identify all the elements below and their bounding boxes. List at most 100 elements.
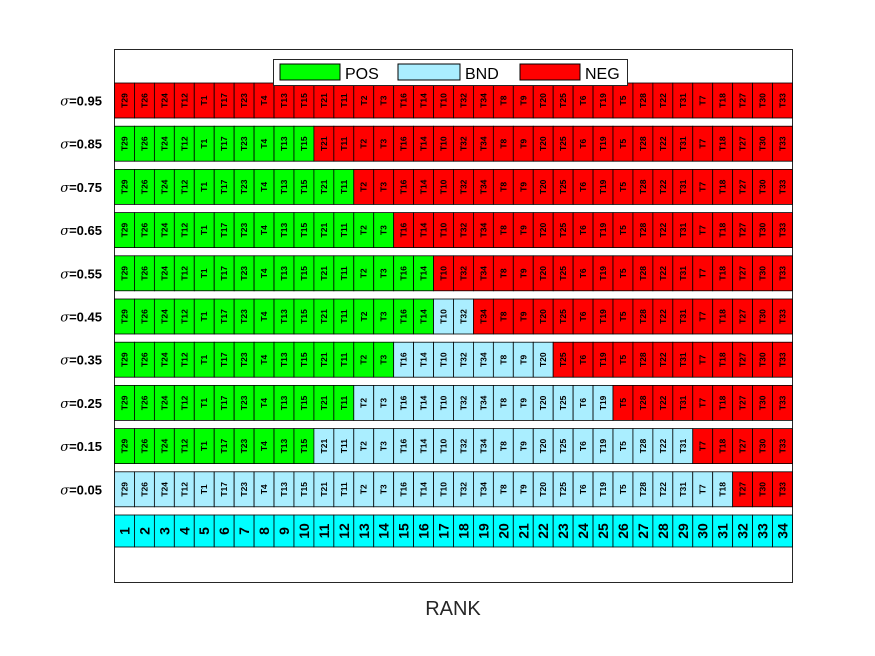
cell-label: T5 (618, 182, 628, 192)
cell-label: T26 (139, 266, 149, 281)
cell-label: T32 (458, 439, 468, 454)
rank-label: 8 (256, 527, 272, 535)
sigma-row: T29 T26 T24 T12 T1 T17 T23 T4 T13 T15 T21 T11 T2 T3 T1… (114, 341, 793, 378)
cell-label: T17 (219, 482, 229, 497)
cell-label: T34 (478, 266, 488, 281)
cell-label: T31 (678, 395, 688, 410)
sigma-row: T29 T26 T24 T12 T1 T17 T23 T4 T13 T15 T21 T11 T2 T3 T1… (114, 168, 793, 205)
cell-label: T32 (458, 482, 468, 497)
rank-label: 30 (695, 523, 711, 539)
cell-label: T15 (299, 179, 309, 194)
cell-label: T24 (159, 136, 169, 151)
rank-label: 1 (116, 527, 132, 535)
cell-label: T20 (538, 395, 548, 410)
cell-label: T10 (439, 482, 449, 497)
cell-label: T20 (538, 482, 548, 497)
cell-label: T16 (399, 352, 409, 367)
sigma-symbol: σ (60, 483, 70, 498)
cell-label: T2 (359, 311, 369, 321)
cell-label: T28 (638, 93, 648, 108)
grid-layer: T29 T26 T24 T12 T1 T17 T23 T4 T13 T15 T21 T11 T2 T3 T1… (114, 82, 793, 508)
cell-label: T30 (758, 266, 768, 281)
sigma-row: T29 T26 T24 T12 T1 T17 T23 T4 T13 T15 T21 T11 T2 T3 T1… (114, 384, 793, 421)
cell-label: T3 (379, 225, 389, 235)
sigma-row: T29 T26 T24 T12 T1 T17 T23 T4 T13 T15 T21 T11 T2 T3 T1… (114, 212, 793, 249)
cell-label: T28 (638, 482, 648, 497)
cell-label: T24 (159, 352, 169, 367)
cell-label: T17 (219, 223, 229, 238)
rank-label: 12 (336, 523, 352, 539)
cell-label: T34 (478, 223, 488, 238)
rank-label: 33 (755, 523, 771, 539)
cell-label: T8 (498, 95, 508, 105)
cell-label: T17 (219, 395, 229, 410)
cell-label: T20 (538, 266, 548, 281)
sigma-symbol: σ (60, 138, 70, 153)
cell-label: T30 (758, 439, 768, 454)
rank-label: 32 (735, 523, 751, 539)
cell-label: T14 (419, 266, 429, 281)
cell-label: T22 (658, 93, 668, 108)
cell-label: T12 (179, 179, 189, 194)
cell-label: T5 (618, 138, 628, 148)
cell-label: T16 (399, 395, 409, 410)
cell-label: T14 (419, 439, 429, 454)
rank-label: 17 (436, 523, 452, 539)
cell-label: T25 (558, 395, 568, 410)
cell-label: T33 (777, 266, 787, 281)
cell-label: T34 (478, 179, 488, 194)
cell-label: T31 (678, 136, 688, 151)
cell-label: T4 (259, 354, 269, 364)
cell-label: T22 (658, 266, 668, 281)
cell-label: T19 (598, 395, 608, 410)
cell-label: T30 (758, 179, 768, 194)
cell-label: T30 (758, 223, 768, 238)
cell-neg (772, 341, 793, 378)
cell-label: T19 (598, 136, 608, 151)
cell-label: T7 (698, 398, 708, 408)
cell-label: T22 (658, 395, 668, 410)
cell-label: T32 (458, 352, 468, 367)
cell-label: T19 (598, 439, 608, 454)
cell-label: T29 (119, 439, 129, 454)
rank-label: 4 (176, 527, 192, 535)
cell-neg (772, 471, 793, 508)
cell-label: T29 (119, 136, 129, 151)
cell-label: T32 (458, 179, 468, 194)
cell-label: T13 (279, 439, 289, 454)
cell-label: T6 (578, 182, 588, 192)
legend-label-pos: POS (345, 66, 379, 83)
cell-label: T33 (777, 223, 787, 238)
cell-label: T20 (538, 439, 548, 454)
rank-label: 27 (635, 523, 651, 539)
cell-label: T12 (179, 309, 189, 324)
cell-label: T33 (777, 136, 787, 151)
cell-label: T14 (419, 223, 429, 238)
row-label: σ=0.05 (60, 482, 102, 498)
cell-label: T13 (279, 266, 289, 281)
cell-label: T12 (179, 352, 189, 367)
cell-label: T26 (139, 309, 149, 324)
cell-label: T33 (777, 439, 787, 454)
cell-label: T18 (718, 439, 728, 454)
sigma-symbol: σ (60, 397, 70, 412)
row-label: σ=0.75 (60, 180, 102, 196)
cell-label: T19 (598, 309, 608, 324)
cell-label: T24 (159, 179, 169, 194)
cell-label: T7 (698, 268, 708, 278)
cell-label: T34 (478, 309, 488, 324)
cell-label: T3 (379, 484, 389, 494)
rank-label: 5 (196, 527, 212, 535)
cell-label: T20 (538, 352, 548, 367)
cell-label: T33 (777, 482, 787, 497)
legend: POS BND NEG (273, 59, 628, 86)
cell-label: T7 (698, 311, 708, 321)
rank-label: 29 (675, 523, 691, 539)
cell-label: T32 (458, 266, 468, 281)
rank-label: 11 (316, 523, 332, 538)
cell-label: T25 (558, 352, 568, 367)
cell-label: T26 (139, 482, 149, 497)
cell-label: T25 (558, 223, 568, 238)
cell-label: T3 (379, 138, 389, 148)
cell-label: T23 (239, 266, 249, 281)
